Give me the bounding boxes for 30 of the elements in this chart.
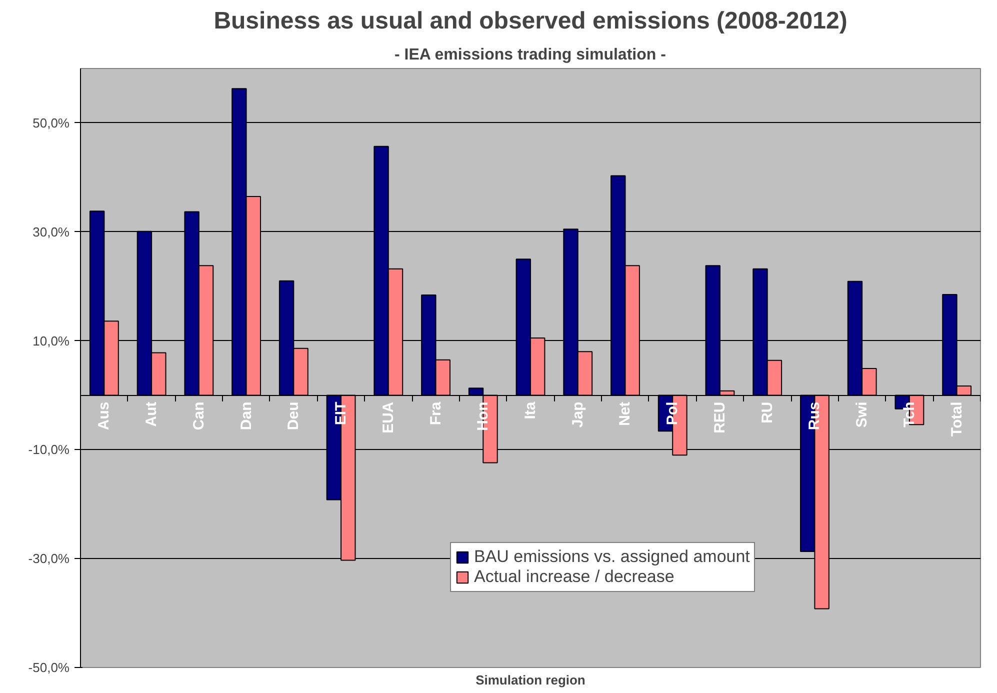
x-tick-label: EIT [332,402,350,426]
x-tick-label: Aus [96,402,113,430]
x-tick-label: Pol [664,402,682,426]
x-tick-label: Rus [806,402,824,430]
legend-label: Actual increase / decrease [474,567,674,587]
y-tick-label: -50,0% [28,660,70,675]
x-tick-label: Hon [474,402,492,431]
x-tick-label: Fra [427,401,444,426]
x-tick-label: Aut [143,402,160,427]
x-tick-label: Swi [854,402,871,428]
x-tick-label: Ita [522,401,539,420]
x-tick-label: Dan [238,402,255,430]
chart-subtitle: - IEA emissions trading simulation - [394,46,666,64]
x-tick-label: RU [758,402,776,424]
y-tick-label: 50,0% [32,115,70,130]
chart-title: Business as usual and observed emissions (2008-2012) [214,8,848,34]
x-axis-title: Simulation region [476,672,586,688]
x-tick-label: Total [948,402,966,436]
x-tick-label: Tch [900,402,918,428]
x-tick-label: Can [190,402,208,430]
legend-label: BAU emissions vs. assigned amount [474,547,750,567]
x-tick-label: Net [616,402,634,426]
y-tick-label: -30,0% [28,551,70,566]
x-tick-label: EUA [380,402,397,434]
x-tick-label: REU [711,402,728,434]
x-tick-label: Jap [569,402,586,428]
y-tick-label: -10,0% [28,442,70,458]
y-tick-label: 10,0% [32,333,70,348]
x-tick-label: Deu [285,402,302,430]
y-tick-label: 30,0% [32,224,70,240]
